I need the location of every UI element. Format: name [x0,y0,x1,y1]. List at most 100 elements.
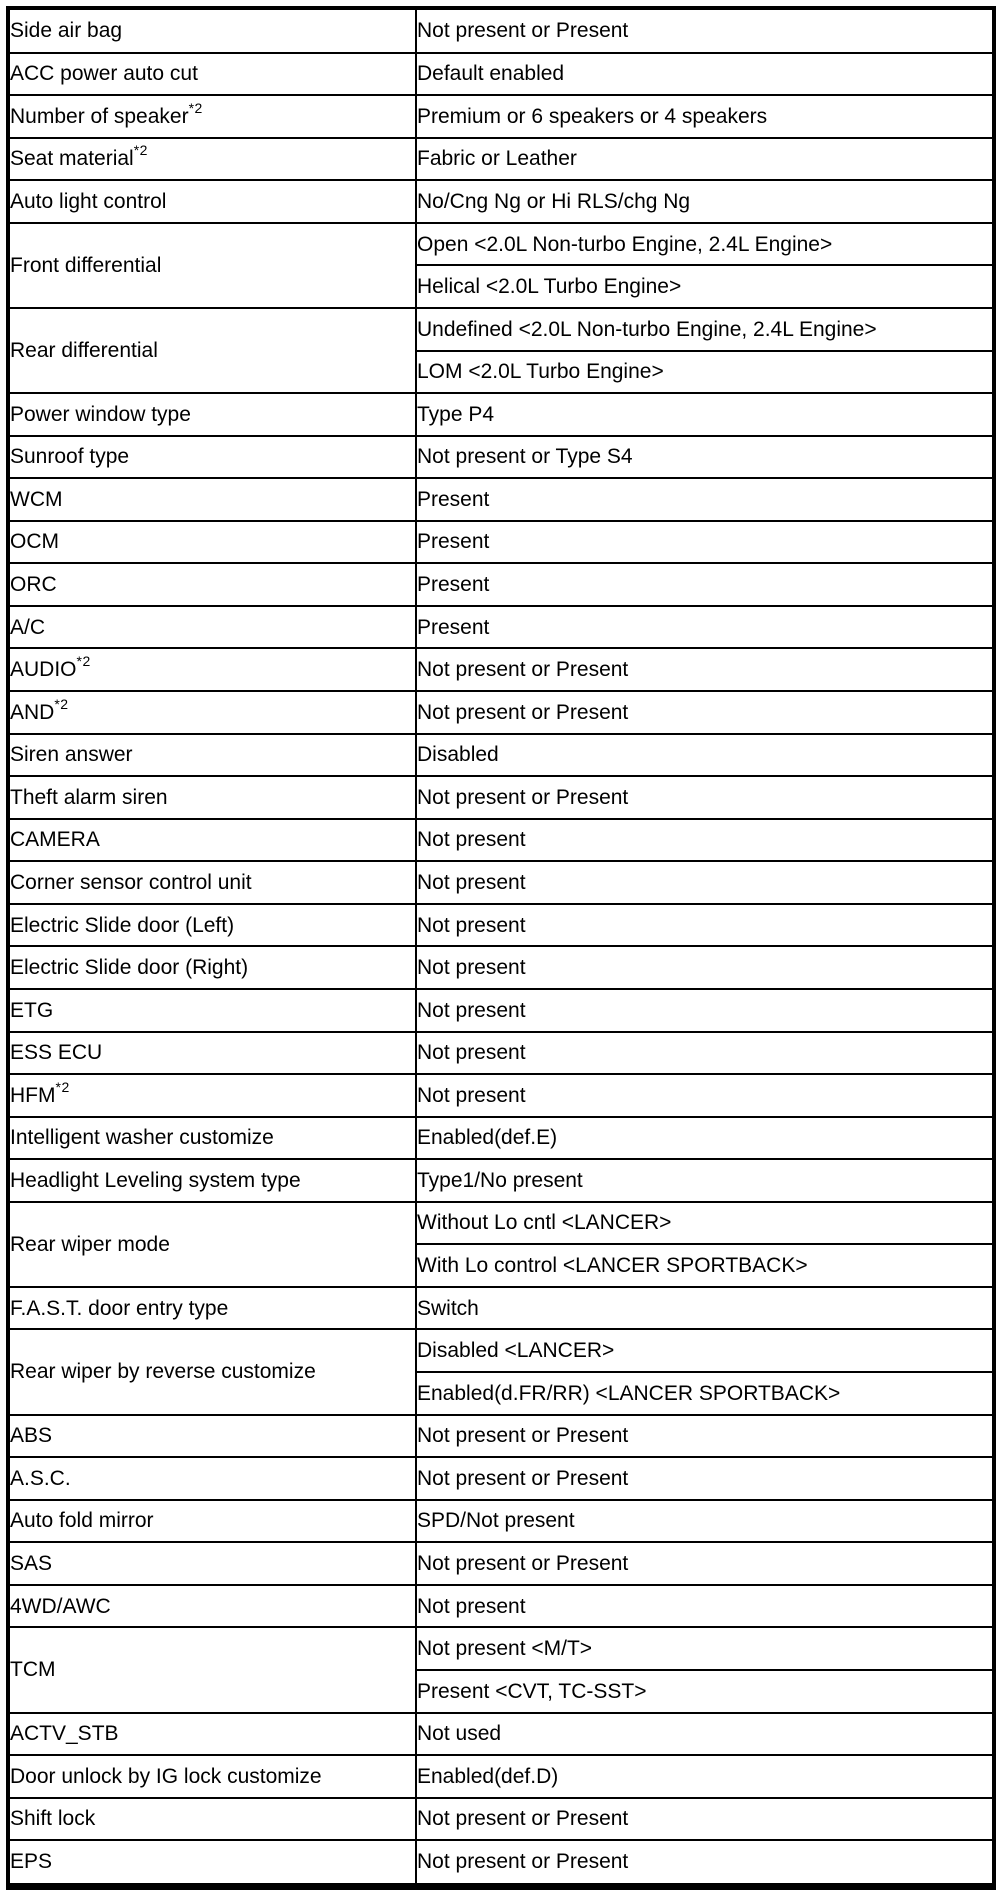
item-label: TCM [10,1658,56,1682]
table-row: Shift lock Not present or Present [9,1796,993,1842]
table-row: With Lo control <LANCER SPORTBACK> [10,1243,993,1288]
item-value-cell: Not present or Present [415,9,993,54]
item-value-cell: Type P4 [415,392,993,437]
table-row: ABS Not present or Present [9,1413,993,1459]
item-label: SAS [10,1551,53,1575]
footnote-marker: *2 [188,99,203,116]
item-name-cell: Theft alarm siren [9,775,417,820]
item-name-cell: Corner sensor control unit [9,860,417,905]
vehicle-spec-table: Side air bag Not present or Present ACC po… [6,6,996,1890]
item-name-cell: AUDIO*2 [9,647,417,692]
item-label: 4WD/AWC [10,1594,111,1618]
item-name-cell: Shift lock [9,1796,417,1842]
item-label: Auto light control [10,189,167,213]
item-label: Front differential [10,253,162,277]
item-value-cell: Not used [415,1711,993,1757]
item-name-cell: OCM [9,519,417,565]
item-name-cell: Intelligent washer customize [9,1115,417,1161]
item-value-cell: Switch [415,1285,993,1331]
item-label: Electric Slide door (Left) [10,913,235,937]
table-row: ETG Not present [9,987,993,1033]
spec-table: Side air bag Not present or Present ACC po… [9,9,993,1884]
item-label: Rear differential [10,338,158,362]
footnote-marker: *2 [76,653,91,670]
item-value-cell: Not present or Present [415,690,993,735]
table-row: OCM Present [9,519,993,565]
item-value-cell: Not present or Present [415,1541,993,1586]
item-label: ORC [10,573,57,597]
table-row: Side air bag Not present or Present [9,9,993,54]
item-name-cell: Siren answer [9,732,417,778]
item-name-cell: EPS [9,1839,417,1884]
table-row: Siren answer Disabled [9,732,993,778]
item-label: Theft alarm siren [10,785,168,809]
item-name-cell: Electric Slide door (Right) [9,945,417,990]
table-row: ACC power auto cut Default enabled [9,51,993,97]
table-row: Rear differential Undefined <2.0L Non-tur… [9,306,993,395]
item-value-cell: Present [415,519,993,565]
item-name-cell: Door unlock by IG lock customize [9,1754,417,1799]
item-name-cell: Front differential [9,221,417,309]
item-value-cell: Not present [415,817,993,863]
item-value-cell: Not present [415,1583,993,1629]
item-value-cell: Present [415,477,993,522]
item-label: Electric Slide door (Right) [10,956,249,980]
item-name-cell: ABS [9,1413,417,1459]
item-name-cell: CAMERA [9,817,417,863]
item-value-cell: Disabled <LANCER> [415,1328,993,1373]
item-value-cell: Enabled(def.D) [415,1754,993,1799]
item-name-cell: TCM [9,1626,417,1714]
item-name-cell: Auto fold mirror [9,1498,417,1544]
item-label: Siren answer [10,743,133,767]
item-name-cell: HFM*2 [9,1073,417,1118]
item-name-cell: Side air bag [9,9,417,54]
table-row: Front differential Open <2.0L Non-turbo E… [9,221,993,309]
table-row: ACTV_STB Not used [9,1711,993,1757]
item-value-cell: Not present [415,902,993,948]
table-row: SAS Not present or Present [9,1541,993,1586]
table-row: Helical <2.0L Turbo Engine> [10,264,993,309]
item-value-cell: Not present [415,1073,993,1118]
table-row: TCM Not present <M/T> [9,1626,993,1714]
item-value-cell: Enabled(def.E) [415,1115,993,1161]
item-value-cell: Disabled [415,732,993,778]
item-value-cell: Enabled(d.FR/RR) <LANCER SPORTBACK> [415,1371,993,1416]
item-label: ABS [10,1424,53,1448]
item-name-cell: Seat material*2 [9,136,417,182]
item-label: OCM [10,530,59,554]
table-row: WCM Present [9,477,993,522]
table-row: Present <CVT, TC-SST> [10,1668,993,1714]
table-row: Theft alarm siren Not present or Present [9,775,993,820]
item-label: Side air bag [10,19,123,43]
footnote-marker: *2 [133,142,148,159]
table-row: ORC Present [9,562,993,607]
table-row: Number of speaker*2 Premium or 6 speakers… [9,94,993,139]
item-label: Power window type [10,402,191,426]
item-value-cell: Not present or Present [415,647,993,692]
item-label: ACC power auto cut [10,62,198,86]
table-row: Power window type Type P4 [9,392,993,437]
item-label: Rear wiper by reverse customize [10,1360,316,1384]
item-name-cell: A.S.C. [9,1456,417,1501]
table-row: Seat material*2 Fabric or Leather [9,136,993,182]
item-value-cell: Present [415,604,993,650]
item-name-cell: Auto light control [9,179,417,224]
table-row: Auto light control No/Cng Ng or Hi RLS/ch… [9,179,993,224]
table-row: CAMERA Not present [9,817,993,863]
item-label: AND [10,700,55,724]
item-name-cell: Number of speaker*2 [9,94,417,139]
item-value-cell: Not present or Present [415,1413,993,1459]
item-label: A.S.C. [10,1466,71,1490]
item-label: Number of speaker [10,104,189,128]
item-value-cell: Not present or Present [415,1456,993,1501]
item-name-cell: ACTV_STB [9,1711,417,1757]
item-name-cell: Rear wiper by reverse customize [9,1328,417,1416]
item-name-cell: Rear wiper mode [9,1200,417,1288]
item-label: EPS [10,1850,53,1874]
item-value-cell: Not present or Present [415,1796,993,1842]
footnote-marker: *2 [54,695,69,712]
item-value-cell: LOM <2.0L Turbo Engine> [415,349,993,395]
item-value-cell: Not present [415,987,993,1033]
table-row: Intelligent washer customize Enabled(def.… [9,1115,993,1161]
item-label: Headlight Leveling system type [10,1168,301,1192]
